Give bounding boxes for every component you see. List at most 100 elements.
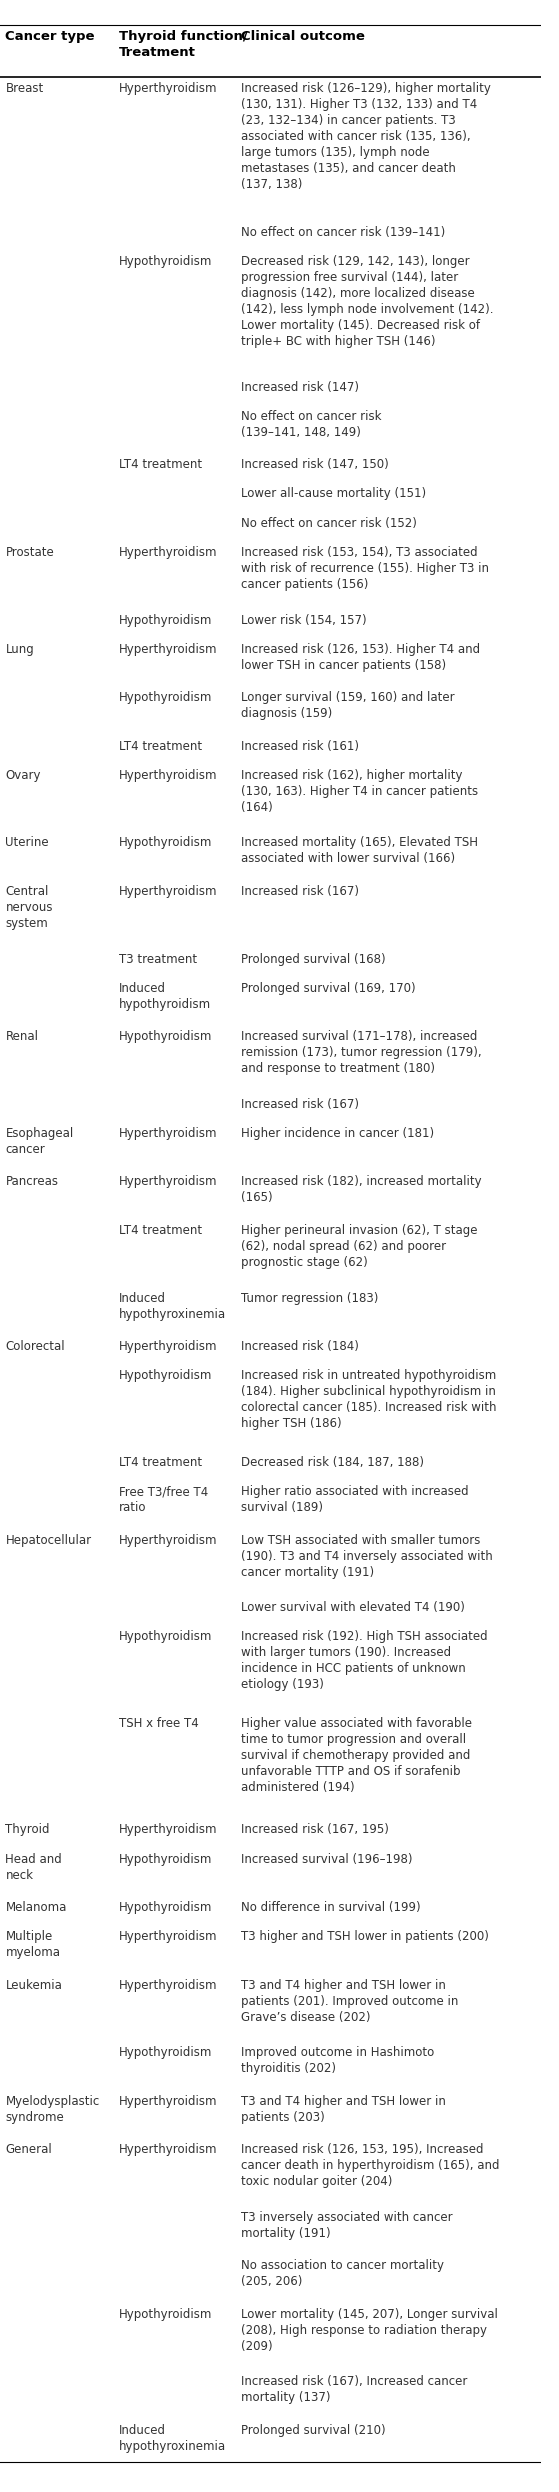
- Text: Hepatocellular: Hepatocellular: [6, 1533, 92, 1548]
- Text: Hypothyroidism: Hypothyroidism: [119, 1852, 212, 1867]
- Text: Renal: Renal: [6, 1029, 39, 1044]
- Text: Hyperthyroidism: Hyperthyroidism: [119, 1931, 217, 1944]
- Text: Prolonged survival (210): Prolonged survival (210): [241, 2425, 385, 2437]
- Text: Melanoma: Melanoma: [6, 1901, 67, 1914]
- Text: Increased risk (167, 195): Increased risk (167, 195): [241, 1824, 389, 1837]
- Text: Prolonged survival (168): Prolonged survival (168): [241, 952, 385, 964]
- Text: Hyperthyroidism: Hyperthyroidism: [119, 643, 217, 655]
- Text: Increased risk (167): Increased risk (167): [241, 885, 359, 897]
- Text: T3 inversely associated with cancer
mortality (191): T3 inversely associated with cancer mort…: [241, 2210, 452, 2240]
- Text: Higher ratio associated with increased
survival (189): Higher ratio associated with increased s…: [241, 1485, 468, 1515]
- Text: Hyperthyroidism: Hyperthyroidism: [119, 2143, 217, 2156]
- Text: Multiple
myeloma: Multiple myeloma: [6, 1931, 60, 1959]
- Text: Thyroid function/
Treatment: Thyroid function/ Treatment: [119, 30, 248, 60]
- Text: Lower mortality (145, 207), Longer survival
(208), High response to radiation th: Lower mortality (145, 207), Longer survi…: [241, 2308, 498, 2352]
- Text: Lower survival with elevated T4 (190): Lower survival with elevated T4 (190): [241, 1602, 465, 1615]
- Text: No association to cancer mortality
(205, 206): No association to cancer mortality (205,…: [241, 2260, 444, 2288]
- Text: Higher incidence in cancer (181): Higher incidence in cancer (181): [241, 1126, 434, 1139]
- Text: Hyperthyroidism: Hyperthyroidism: [119, 1979, 217, 1991]
- Text: Hypothyroidism: Hypothyroidism: [119, 837, 212, 850]
- Text: Induced
hypothyroxinemia: Induced hypothyroxinemia: [119, 2425, 226, 2452]
- Text: Increased risk (126, 153, 195), Increased
cancer death in hyperthyroidism (165),: Increased risk (126, 153, 195), Increase…: [241, 2143, 499, 2188]
- Text: Increased risk (182), increased mortality
(165): Increased risk (182), increased mortalit…: [241, 1176, 481, 1204]
- Text: Increased risk (126–129), higher mortality
(130, 131). Higher T3 (132, 133) and : Increased risk (126–129), higher mortali…: [241, 82, 491, 192]
- Text: Hypothyroidism: Hypothyroidism: [119, 1901, 212, 1914]
- Text: No effect on cancer risk
(139–141, 148, 149): No effect on cancer risk (139–141, 148, …: [241, 409, 381, 439]
- Text: Increased risk (192). High TSH associated
with larger tumors (190). Increased
in: Increased risk (192). High TSH associate…: [241, 1630, 487, 1692]
- Text: Increased survival (171–178), increased
remission (173), tumor regression (179),: Increased survival (171–178), increased …: [241, 1029, 481, 1074]
- Text: Increased mortality (165), Elevated TSH
associated with lower survival (166): Increased mortality (165), Elevated TSH …: [241, 837, 478, 865]
- Text: Hyperthyroidism: Hyperthyroidism: [119, 2096, 217, 2108]
- Text: Ovary: Ovary: [6, 770, 41, 782]
- Text: Increased risk (147, 150): Increased risk (147, 150): [241, 459, 389, 471]
- Text: Head and
neck: Head and neck: [6, 1852, 62, 1881]
- Text: Hypothyroidism: Hypothyroidism: [119, 1630, 212, 1645]
- Text: Breast: Breast: [6, 82, 44, 95]
- Text: T3 higher and TSH lower in patients (200): T3 higher and TSH lower in patients (200…: [241, 1931, 489, 1944]
- Text: No effect on cancer risk (139–141): No effect on cancer risk (139–141): [241, 227, 445, 239]
- Text: Increased risk (167): Increased risk (167): [241, 1099, 359, 1111]
- Text: Hyperthyroidism: Hyperthyroidism: [119, 1176, 217, 1189]
- Text: Hyperthyroidism: Hyperthyroidism: [119, 1341, 217, 1353]
- Text: Hypothyroidism: Hypothyroidism: [119, 2046, 212, 2058]
- Text: T3 and T4 higher and TSH lower in
patients (203): T3 and T4 higher and TSH lower in patien…: [241, 2096, 446, 2123]
- Text: Leukemia: Leukemia: [6, 1979, 62, 1991]
- Text: Free T3/free T4
ratio: Free T3/free T4 ratio: [119, 1485, 209, 1515]
- Text: Hyperthyroidism: Hyperthyroidism: [119, 546, 217, 558]
- Text: Longer survival (159, 160) and later
diagnosis (159): Longer survival (159, 160) and later dia…: [241, 690, 454, 720]
- Text: Hyperthyroidism: Hyperthyroidism: [119, 885, 217, 897]
- Text: Prolonged survival (169, 170): Prolonged survival (169, 170): [241, 982, 415, 994]
- Text: Clinical outcome: Clinical outcome: [241, 30, 364, 42]
- Text: TSH x free T4: TSH x free T4: [119, 1717, 199, 1729]
- Text: Hyperthyroidism: Hyperthyroidism: [119, 1126, 217, 1139]
- Text: Hypothyroidism: Hypothyroidism: [119, 690, 212, 705]
- Text: Decreased risk (129, 142, 143), longer
progression free survival (144), later
di: Decreased risk (129, 142, 143), longer p…: [241, 254, 493, 349]
- Text: Lower risk (154, 157): Lower risk (154, 157): [241, 613, 366, 625]
- Text: Increased risk (147): Increased risk (147): [241, 381, 359, 394]
- Text: LT4 treatment: LT4 treatment: [119, 740, 202, 753]
- Text: Improved outcome in Hashimoto
thyroiditis (202): Improved outcome in Hashimoto thyroiditi…: [241, 2046, 434, 2076]
- Text: Prostate: Prostate: [6, 546, 54, 558]
- Text: Colorectal: Colorectal: [6, 1341, 65, 1353]
- Text: Increased risk (161): Increased risk (161): [241, 740, 359, 753]
- Text: LT4 treatment: LT4 treatment: [119, 1224, 202, 1236]
- Text: Higher value associated with favorable
time to tumor progression and overall
sur: Higher value associated with favorable t…: [241, 1717, 472, 1794]
- Text: Central
nervous
system: Central nervous system: [6, 885, 53, 930]
- Text: Decreased risk (184, 187, 188): Decreased risk (184, 187, 188): [241, 1455, 424, 1468]
- Text: Hyperthyroidism: Hyperthyroidism: [119, 1824, 217, 1837]
- Text: LT4 treatment: LT4 treatment: [119, 1455, 202, 1468]
- Text: Increased risk (184): Increased risk (184): [241, 1341, 358, 1353]
- Text: Tumor regression (183): Tumor regression (183): [241, 1291, 378, 1303]
- Text: Increased survival (196–198): Increased survival (196–198): [241, 1852, 412, 1867]
- Text: Increased risk (126, 153). Higher T4 and
lower TSH in cancer patients (158): Increased risk (126, 153). Higher T4 and…: [241, 643, 480, 673]
- Text: Uterine: Uterine: [6, 837, 49, 850]
- Text: Hypothyroidism: Hypothyroidism: [119, 1029, 212, 1044]
- Text: T3 and T4 higher and TSH lower in
patients (201). Improved outcome in
Grave’s di: T3 and T4 higher and TSH lower in patien…: [241, 1979, 458, 2024]
- Text: No difference in survival (199): No difference in survival (199): [241, 1901, 420, 1914]
- Text: Hyperthyroidism: Hyperthyroidism: [119, 82, 217, 95]
- Text: Esophageal
cancer: Esophageal cancer: [6, 1126, 74, 1156]
- Text: Hypothyroidism: Hypothyroidism: [119, 254, 212, 269]
- Text: Increased risk (167), Increased cancer
mortality (137): Increased risk (167), Increased cancer m…: [241, 2375, 467, 2405]
- Text: Myelodysplastic
syndrome: Myelodysplastic syndrome: [6, 2096, 100, 2123]
- Text: General: General: [6, 2143, 52, 2156]
- Text: Hyperthyroidism: Hyperthyroidism: [119, 1533, 217, 1548]
- Text: Lung: Lung: [6, 643, 34, 655]
- Text: Induced
hypothyroidism: Induced hypothyroidism: [119, 982, 211, 1012]
- Text: Pancreas: Pancreas: [6, 1176, 58, 1189]
- Text: Hypothyroidism: Hypothyroidism: [119, 1368, 212, 1383]
- Text: Induced
hypothyroxinemia: Induced hypothyroxinemia: [119, 1291, 226, 1321]
- Text: No effect on cancer risk (152): No effect on cancer risk (152): [241, 516, 416, 531]
- Text: Increased risk (162), higher mortality
(130, 163). Higher T4 in cancer patients
: Increased risk (162), higher mortality (…: [241, 770, 478, 815]
- Text: T3 treatment: T3 treatment: [119, 952, 197, 964]
- Text: Low TSH associated with smaller tumors
(190). T3 and T4 inversely associated wit: Low TSH associated with smaller tumors (…: [241, 1533, 492, 1577]
- Text: Increased risk in untreated hypothyroidism
(184). Higher subclinical hypothyroid: Increased risk in untreated hypothyroidi…: [241, 1368, 496, 1430]
- Text: Hyperthyroidism: Hyperthyroidism: [119, 770, 217, 782]
- Text: Lower all-cause mortality (151): Lower all-cause mortality (151): [241, 488, 426, 501]
- Text: Increased risk (153, 154), T3 associated
with risk of recurrence (155). Higher T: Increased risk (153, 154), T3 associated…: [241, 546, 489, 591]
- Text: Cancer type: Cancer type: [6, 30, 95, 42]
- Text: Higher perineural invasion (62), T stage
(62), nodal spread (62) and poorer
prog: Higher perineural invasion (62), T stage…: [241, 1224, 477, 1268]
- Text: Thyroid: Thyroid: [6, 1824, 50, 1837]
- Text: Hypothyroidism: Hypothyroidism: [119, 2308, 212, 2320]
- Text: Hypothyroidism: Hypothyroidism: [119, 613, 212, 625]
